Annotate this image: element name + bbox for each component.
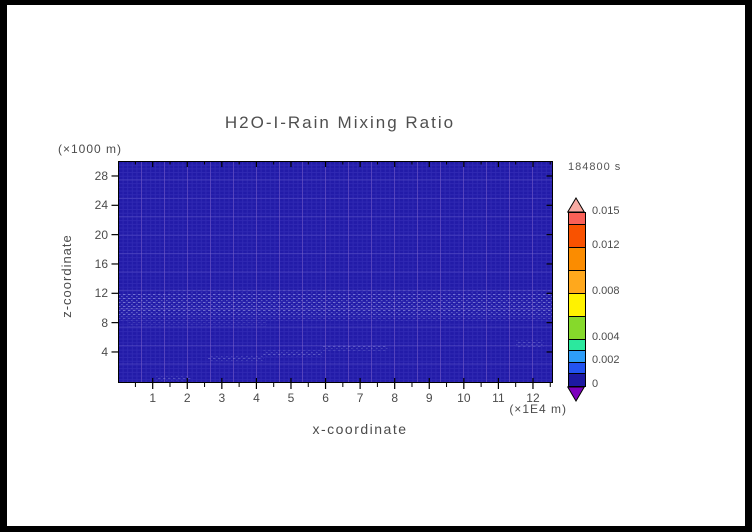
bottom-left-cluster: [156, 376, 191, 381]
x-axis-tick-label: 1: [149, 391, 157, 405]
x-axis-tick-label: 2: [183, 391, 191, 405]
time-label: 184800 s: [568, 161, 622, 173]
z-axis-tick-label: 28: [94, 168, 108, 183]
colorbar-segment: [569, 247, 585, 271]
z-axis-tick-label: 20: [94, 227, 108, 242]
colorbar-tick-label: 0.008: [592, 285, 620, 298]
colorbar-tick-label: 0.002: [592, 354, 620, 367]
z-axis-unit-label: (×1000 m): [58, 142, 123, 156]
x-axis-tick-label: 11: [492, 391, 505, 405]
colorbar-segment: [569, 374, 585, 386]
colorbar-tick-label: 0: [592, 377, 599, 390]
x-axis-tick-label: 3: [218, 391, 226, 405]
right-cluster: [515, 340, 544, 347]
colorbar-under-arrow: [567, 386, 585, 402]
colorbar-segment: [569, 339, 585, 352]
x-axis-unit-label: (×1E4 m): [509, 402, 567, 416]
colorbar-segment: [569, 224, 585, 248]
band-left-ext: [128, 320, 267, 327]
rain-band-lower: [118, 315, 554, 321]
colorbar: [568, 212, 586, 387]
trail-3: [322, 345, 388, 351]
colorbar-over-arrow: [567, 197, 585, 213]
x-axis-tick-label: 9: [425, 391, 433, 405]
x-axis-tick-label: 4: [253, 391, 260, 405]
plot-title: H2O-I-Rain Mixing Ratio: [224, 113, 456, 132]
colorbar-tick-label: 0.012: [592, 239, 620, 252]
colorbar-segment: [569, 362, 585, 375]
colorbar-segment: [569, 270, 585, 294]
axis-ticks: [111, 162, 553, 389]
x-axis-tick-label: 12: [526, 391, 540, 405]
trail-1: [208, 354, 264, 361]
colorbar-tick-label: 0.015: [592, 204, 620, 217]
x-axis-tick-label: 6: [322, 391, 329, 405]
colorbar-segment: [569, 316, 585, 340]
z-axis-tick-label: 24: [94, 198, 108, 213]
colorbar-segment: [569, 351, 585, 363]
x-axis-tick-label: 10: [457, 391, 471, 405]
colorbar-tick-label: 0.004: [592, 331, 620, 344]
plot-area: [111, 161, 554, 389]
z-axis-tick-label: 16: [94, 256, 108, 271]
z-axis-tick-label: 12: [94, 286, 108, 301]
x-axis-tick-label: 8: [391, 391, 399, 405]
x-axis-title: x-coordinate: [312, 421, 408, 437]
rain-band-fringe: [169, 288, 554, 294]
x-axis-tick-label: 7: [356, 391, 364, 405]
x-axis-tick-label: 5: [287, 391, 295, 405]
plot-border: [118, 161, 553, 383]
z-axis-tick-label: 8: [101, 315, 108, 330]
rain-field-features: [118, 288, 554, 381]
rain-band-core: [118, 293, 554, 316]
colorbar-segment: [569, 213, 585, 225]
trail-2: [263, 350, 323, 357]
colorbar-segment: [569, 293, 585, 317]
z-axis-tick-label: 4: [101, 344, 108, 359]
